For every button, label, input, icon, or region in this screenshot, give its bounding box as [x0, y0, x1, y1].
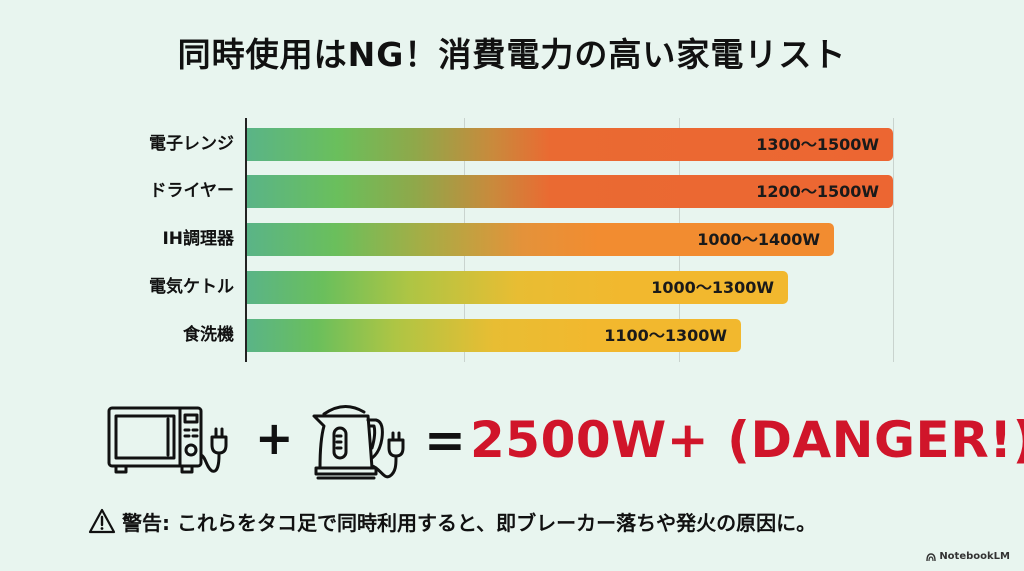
category-label: 電子レンジ — [149, 134, 234, 154]
notebooklm-watermark: NotebookLM — [926, 551, 1010, 562]
category-label: 食洗機 — [183, 325, 234, 345]
kettle-icon — [312, 405, 405, 480]
warning-text: 警告: これらをタコ足で同時利用すると、即ブレーカー落ちや発火の原因に。 — [122, 510, 817, 535]
equals-sign: = — [424, 411, 466, 469]
gridline — [893, 118, 894, 362]
bar-value-label: 1200〜1500W — [756, 182, 879, 201]
bar-value-label: 1000〜1300W — [651, 278, 774, 297]
bar-hair-dryer: 1200〜1500W — [247, 175, 893, 208]
bar-value-label: 1300〜1500W — [756, 135, 879, 154]
bar-dishwasher: 1100〜1300W — [247, 319, 741, 352]
page-title: 同時使用はNG！消費電力の高い家電リスト — [177, 35, 847, 74]
notebooklm-logo-icon — [926, 552, 937, 561]
bar-value-label: 1000〜1400W — [697, 230, 820, 249]
bar-electric-kettle: 1000〜1300W — [247, 271, 788, 304]
warning-message: 警告: これらをタコ足で同時利用すると、即ブレーカー落ちや発火の原因に。 — [88, 505, 816, 537]
category-label: 電気ケトル — [149, 277, 234, 297]
plus-sign: + — [255, 411, 294, 465]
warning-triangle-icon — [88, 508, 116, 534]
microwave-icon — [107, 406, 228, 474]
category-label: ドライヤー — [149, 181, 235, 201]
watermark-text: NotebookLM — [939, 551, 1010, 562]
danger-total-wattage: 2500W+ (DANGER!) — [470, 411, 1024, 469]
bar-microwave: 1300〜1500W — [247, 128, 893, 161]
y-axis-line — [245, 118, 247, 362]
bar-value-label: 1100〜1300W — [604, 326, 727, 345]
bar-ih-cooker: 1000〜1400W — [247, 223, 834, 256]
category-label: IH調理器 — [162, 229, 234, 249]
bar-chart: 電子レンジ 1300〜1500W ドライヤー 1200〜1500W IH調理器 … — [149, 118, 894, 362]
